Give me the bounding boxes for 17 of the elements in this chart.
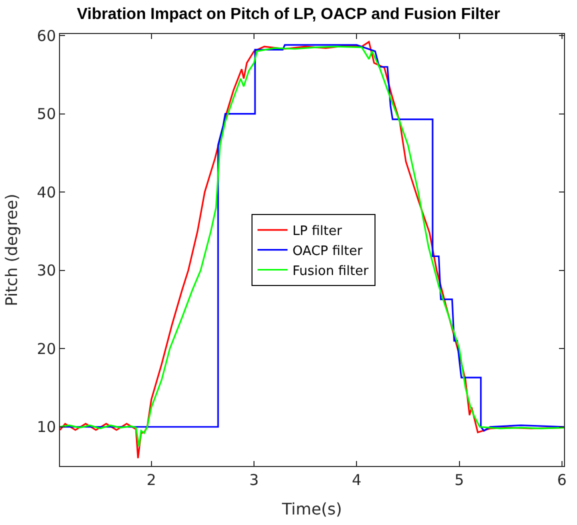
legend-label: OACP filter	[292, 244, 364, 259]
x-tick-label: 3	[249, 471, 259, 489]
y-tick-label: 50	[36, 105, 56, 124]
legend-label: LP filter	[292, 224, 343, 240]
legend-label: Fusion filter	[292, 264, 370, 279]
x-tick-label: 4	[352, 471, 362, 489]
y-axis-title: Pitch (degree)	[2, 194, 21, 306]
chart-title: Vibration Impact on Pitch of LP, OACP and Fusion Filter	[76, 6, 500, 24]
y-tick-label: 60	[36, 26, 56, 45]
x-axis-title: Time(s)	[281, 500, 342, 519]
x-tick-label: 5	[454, 471, 464, 489]
x-tick-label: 2	[146, 471, 156, 489]
y-tick-label: 30	[36, 262, 56, 280]
x-tick-label: 6	[557, 471, 567, 489]
y-tick-label: 40	[36, 183, 56, 202]
y-tick-label: 10	[36, 418, 56, 436]
y-tick-label: 20	[36, 340, 56, 358]
